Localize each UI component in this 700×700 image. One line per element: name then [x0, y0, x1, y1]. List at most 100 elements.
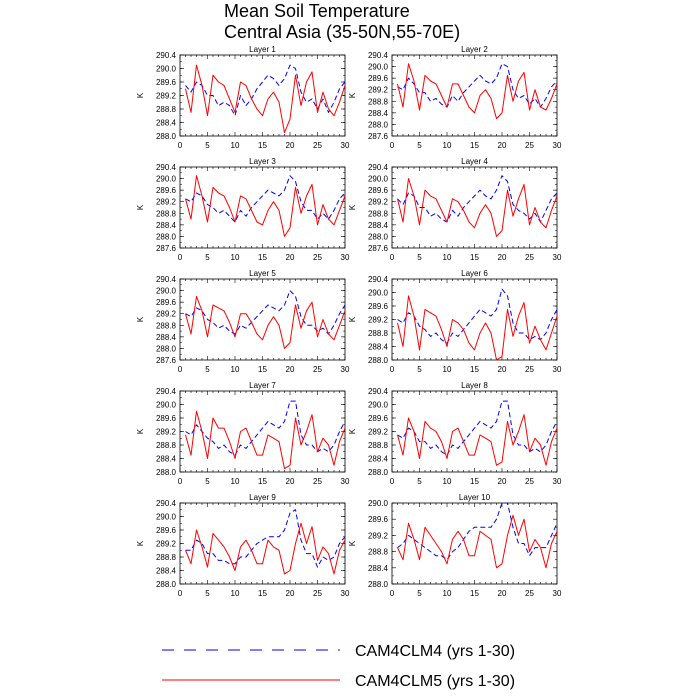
x-tick-label-layer-3: 10 [231, 253, 240, 262]
x-tick-label-layer-10: 15 [470, 589, 479, 598]
series-line-cam4clm4-layer-6 [397, 288, 558, 344]
panel-title-layer-2: Layer 2 [461, 45, 488, 54]
y-tick-label-layer-4: 290.4 [368, 163, 389, 172]
y-tick-label-layer-8: 288.0 [368, 468, 389, 477]
x-tick-label-layer-4: 25 [525, 253, 534, 262]
y-tick-label-layer-7: 288.4 [156, 455, 177, 464]
plot-frame-layer-7 [179, 390, 346, 473]
series-line-cam4clm4-layer-4 [397, 175, 558, 223]
x-tick-label-layer-2: 25 [525, 141, 534, 150]
y-tick-label-layer-7: 288.0 [156, 468, 177, 477]
series-line-cam4clm4-layer-10 [397, 502, 558, 561]
x-tick-label-layer-3: 5 [205, 253, 210, 262]
x-tick-label-layer-9: 10 [231, 589, 240, 598]
x-tick-label-layer-10: 20 [498, 589, 507, 598]
x-tick-label-layer-2: 15 [470, 141, 479, 150]
y-tick-label-layer-3: 288.0 [156, 232, 177, 241]
y-tick-label-layer-4: 287.6 [368, 244, 389, 253]
y-tick-label-layer-5: 288.8 [156, 321, 177, 330]
x-tick-label-layer-8: 10 [443, 477, 452, 486]
x-tick-label-layer-4: 5 [417, 253, 422, 262]
y-tick-label-layer-2: 289.2 [368, 86, 389, 95]
panel-layer-5: Layer 5 K 0 5 10 15 20 25 30 287.6 288.0 288.4 288.8… [136, 269, 350, 374]
panel-layer-1: Layer 1 K 0 5 10 15 20 25 30 288.0 288.4 288.8 289.2… [136, 45, 350, 150]
x-tick-label-layer-4: 20 [498, 253, 507, 262]
x-tick-label-layer-1: 20 [286, 141, 295, 150]
y-tick-label-layer-6: 288.0 [368, 356, 389, 365]
y-tick-label-layer-3: 289.2 [156, 198, 177, 207]
x-tick-label-layer-9: 30 [341, 589, 350, 598]
x-tick-label-layer-6: 0 [390, 365, 395, 374]
panel-layer-9: Layer 9 K 0 5 10 15 20 25 30 288.0 288.4 288.8 289.2… [136, 493, 350, 598]
y-axis-label-layer-9: K [136, 540, 145, 546]
panel-title-layer-1: Layer 1 [249, 45, 276, 54]
x-tick-label-layer-8: 0 [390, 477, 395, 486]
y-tick-label-layer-9: 289.2 [156, 540, 177, 549]
series-line-cam4clm5-layer-1 [185, 64, 346, 134]
y-tick-label-layer-1: 288.4 [156, 119, 177, 128]
x-tick-label-layer-3: 20 [286, 253, 295, 262]
x-tick-label-layer-6: 20 [498, 365, 507, 374]
series-line-cam4clm4-layer-3 [185, 175, 346, 223]
y-tick-label-layer-6: 289.6 [368, 302, 389, 311]
x-tick-label-layer-1: 30 [341, 141, 350, 150]
y-tick-label-layer-2: 288.0 [368, 120, 389, 129]
x-tick-label-layer-5: 5 [205, 365, 210, 374]
y-tick-label-layer-1: 288.8 [156, 105, 177, 114]
y-tick-label-layer-8: 288.8 [368, 441, 389, 450]
x-tick-label-layer-8: 15 [470, 477, 479, 486]
y-tick-label-layer-1: 289.2 [156, 92, 177, 101]
y-tick-label-layer-10: 288.8 [368, 548, 389, 557]
figure-title-line2: Central Asia (35-50N,55-70E) [224, 22, 460, 42]
x-tick-label-layer-2: 30 [553, 141, 562, 150]
y-tick-label-layer-6: 288.8 [368, 329, 389, 338]
y-tick-label-layer-1: 288.0 [156, 132, 177, 141]
series-line-cam4clm5-layer-4 [397, 178, 558, 237]
panels: Layer 1 K 0 5 10 15 20 25 30 288.0 288.4 288.8 289.2… [136, 45, 562, 598]
series-line-cam4clm4-layer-7 [185, 400, 346, 456]
x-tick-label-layer-7: 10 [231, 477, 240, 486]
panel-title-layer-3: Layer 3 [249, 157, 276, 166]
y-tick-label-layer-9: 290.4 [156, 499, 177, 508]
x-tick-label-layer-5: 0 [178, 365, 183, 374]
series-line-cam4clm5-layer-3 [185, 175, 346, 237]
y-tick-label-layer-2: 288.4 [368, 109, 389, 118]
y-tick-label-layer-1: 290.0 [156, 65, 177, 74]
y-tick-label-layer-9: 290.0 [156, 513, 177, 522]
y-tick-label-layer-7: 289.6 [156, 414, 177, 423]
x-tick-label-layer-7: 0 [178, 477, 183, 486]
x-tick-label-layer-8: 20 [498, 477, 507, 486]
x-tick-label-layer-4: 0 [390, 253, 395, 262]
y-tick-label-layer-5: 288.0 [156, 344, 177, 353]
y-tick-label-layer-10: 288.4 [368, 564, 389, 573]
x-tick-label-layer-3: 30 [341, 253, 350, 262]
x-tick-label-layer-4: 15 [470, 253, 479, 262]
x-tick-label-layer-8: 25 [525, 477, 534, 486]
x-tick-label-layer-6: 15 [470, 365, 479, 374]
y-axis-label-layer-7: K [136, 428, 145, 434]
x-tick-label-layer-4: 10 [443, 253, 452, 262]
y-axis-label-layer-4: K [348, 204, 357, 210]
plot-frame-layer-1 [179, 54, 346, 137]
series-line-cam4clm5-layer-5 [185, 295, 346, 349]
y-tick-label-layer-4: 288.4 [368, 221, 389, 230]
y-axis-label-layer-3: K [136, 204, 145, 210]
x-tick-label-layer-1: 15 [258, 141, 267, 150]
y-tick-label-layer-4: 288.8 [368, 209, 389, 218]
y-tick-label-layer-5: 289.2 [156, 310, 177, 319]
y-axis-label-layer-6: K [348, 316, 357, 322]
panel-title-layer-10: Layer 10 [459, 493, 491, 502]
series-line-cam4clm5-layer-10 [397, 514, 558, 569]
x-tick-label-layer-5: 30 [341, 365, 350, 374]
x-tick-label-layer-7: 15 [258, 477, 267, 486]
y-tick-label-layer-10: 289.2 [368, 531, 389, 540]
x-tick-label-layer-6: 30 [553, 365, 562, 374]
x-tick-label-layer-1: 25 [313, 141, 322, 150]
x-tick-label-layer-1: 10 [231, 141, 240, 150]
y-tick-label-layer-8: 289.6 [368, 414, 389, 423]
panel-title-layer-8: Layer 8 [461, 381, 488, 390]
y-tick-label-layer-3: 290.0 [156, 175, 177, 184]
x-tick-label-layer-8: 30 [553, 477, 562, 486]
y-tick-label-layer-2: 290.0 [368, 63, 389, 72]
